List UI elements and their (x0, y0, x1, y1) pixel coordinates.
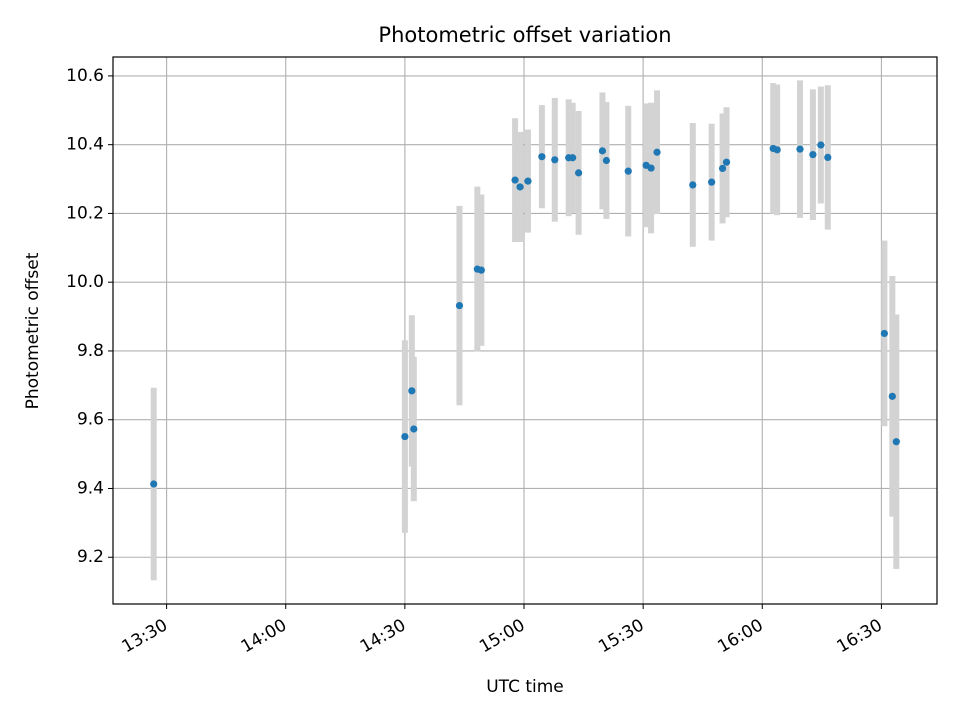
data-point (817, 141, 825, 149)
data-point (538, 153, 546, 161)
y-tick-label: 9.4 (77, 478, 104, 498)
data-point (524, 177, 532, 185)
data-point (455, 301, 464, 310)
data-point (408, 387, 416, 395)
data-point (511, 176, 519, 184)
y-tick-label: 10.4 (66, 135, 104, 155)
data-point (575, 169, 583, 177)
y-tick-label: 10.6 (66, 66, 104, 86)
y-axis-label: Photometric offset (23, 252, 43, 409)
data-point (477, 266, 485, 274)
chart-title: Photometric offset variation (378, 23, 671, 47)
y-tick-label: 9.6 (77, 410, 104, 430)
data-point (401, 432, 409, 441)
data-point (410, 425, 418, 433)
data-point (722, 158, 731, 166)
data-point (888, 392, 896, 400)
data-point (708, 178, 716, 186)
data-point (150, 480, 158, 488)
data-point (892, 438, 900, 446)
data-point (516, 183, 524, 191)
data-point (718, 164, 727, 172)
y-tick-label: 10.0 (66, 272, 104, 292)
data-point (551, 156, 559, 164)
data-point (598, 147, 607, 155)
x-axis-label: UTC time (486, 677, 564, 697)
data-point (880, 329, 888, 338)
data-points (150, 141, 900, 488)
plot-frame (112, 56, 938, 605)
data-point (602, 156, 611, 165)
data-point (809, 151, 817, 159)
data-point (773, 146, 781, 154)
y-tick-label: 9.2 (77, 547, 104, 567)
data-point (653, 148, 661, 156)
data-point (824, 153, 832, 161)
data-point (796, 145, 804, 153)
y-tick-label: 10.2 (66, 203, 104, 223)
data-point (569, 154, 577, 162)
data-point (624, 167, 632, 175)
data-point (647, 164, 655, 172)
y-tick-label: 9.8 (77, 341, 104, 361)
data-point (689, 181, 697, 189)
